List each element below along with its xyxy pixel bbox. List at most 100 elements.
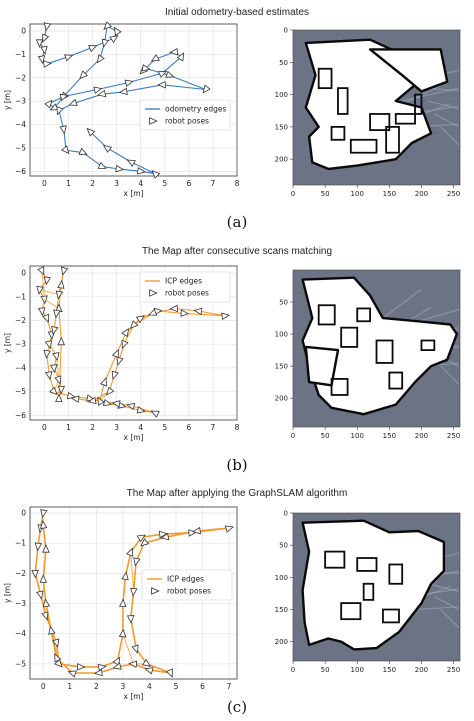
robot-pose-marker	[59, 125, 67, 135]
y-tick-label: −4	[15, 363, 26, 372]
robot-pose-marker	[147, 308, 158, 316]
x-tick-label: 150	[383, 190, 396, 198]
icp-edge	[122, 633, 134, 665]
x-tick-label: 100	[351, 190, 364, 198]
robot-pose-marker	[51, 325, 59, 336]
robot-pose-marker	[79, 70, 89, 80]
robot-pose-marker	[118, 598, 127, 608]
robot-pose-marker	[151, 169, 161, 179]
y-tick-label: −5	[15, 143, 26, 152]
robot-pose-marker	[103, 21, 113, 31]
y-tick-label: 100	[275, 91, 288, 99]
legend-marker-swatch	[149, 289, 158, 297]
x-tick-label: 4	[147, 682, 152, 691]
robot-pose-marker	[37, 55, 46, 65]
robot-pose-marker	[68, 98, 78, 106]
robot-pose-marker	[41, 611, 49, 621]
y-tick-label: −6	[15, 411, 26, 420]
robot-pose-marker	[43, 60, 52, 68]
robot-pose-marker	[157, 80, 166, 89]
robot-pose-marker	[42, 313, 50, 323]
x-tick-label: 0	[291, 190, 295, 198]
robot-pose-marker	[55, 290, 64, 300]
x-tick-label: 50	[321, 432, 330, 440]
y-tick-label: −5	[15, 387, 26, 396]
legend-label: robot poses	[167, 587, 211, 596]
robot-pose-marker	[126, 615, 135, 624]
robot-pose-marker	[51, 638, 60, 648]
x-axis-label: x [m]	[124, 692, 144, 701]
occupancy-map-2: 0 50 100 150 200 250 0 50 100 150 200	[275, 510, 461, 674]
robot-pose-marker	[59, 93, 69, 102]
x-tick-label: 2	[90, 179, 95, 188]
robot-pose-marker	[76, 662, 86, 671]
y-tick-label: 150	[275, 606, 288, 614]
legend-box	[141, 569, 233, 601]
x-tick-label: 2	[94, 682, 99, 691]
robot-pose-marker	[42, 33, 50, 43]
x-tick-label: 6	[200, 682, 205, 691]
obstacle-outline	[317, 304, 336, 326]
robot-pose-marker	[40, 295, 48, 305]
robot-pose-marker	[141, 658, 152, 667]
occupancy-map-1: 0 50 100 150 200 250 50 100 150 200	[275, 269, 461, 440]
trajectory-plot-0: 0 1 2 3 4 5 6 7 8 0 −1 −2 −3 −4 −5 −6 x [m] y [m] odometry…	[3, 21, 240, 198]
robot-pose-marker	[135, 315, 146, 324]
scan-ray	[415, 606, 459, 611]
y-tick-label: 150	[275, 363, 288, 371]
y-tick-label: 0	[284, 510, 288, 518]
robot-pose-marker	[136, 167, 146, 175]
plot-border	[29, 23, 238, 177]
robot-pose-marker	[37, 266, 45, 276]
y-tick-label: −6	[15, 167, 26, 176]
x-tick-label: 5	[162, 423, 167, 432]
robot-pose-marker	[102, 144, 112, 153]
y-tick-label: −2	[15, 73, 26, 82]
y-tick-label: −5	[15, 659, 26, 668]
x-tick-label: 1	[66, 423, 71, 432]
robot-pose-marker	[43, 276, 51, 286]
y-tick-label: 50	[279, 59, 288, 67]
robot-pose-marker	[136, 406, 146, 414]
robot-pose-marker	[53, 309, 61, 319]
scan-ray	[440, 365, 460, 385]
robot-pose-marker	[140, 538, 150, 547]
figure-b-title: The Map after consecutive scans matching	[141, 246, 333, 257]
x-tick-label: 4	[138, 423, 143, 432]
robot-pose-marker	[56, 106, 64, 116]
robot-pose-marker	[118, 87, 128, 96]
x-tick-label: 6	[186, 179, 191, 188]
robot-pose-marker	[49, 386, 58, 396]
robot-pose-marker	[169, 304, 178, 313]
legend-label: ICP edges	[165, 277, 202, 286]
x-tick-label: 3	[114, 423, 119, 432]
obstacle-outline	[369, 113, 391, 132]
y-tick-label: 0	[21, 27, 26, 36]
x-tick-label: 0	[42, 423, 47, 432]
x-tick-label: 200	[415, 190, 428, 198]
obstacle-outline	[394, 113, 416, 125]
robot-pose-marker	[128, 660, 138, 668]
robot-pose-marker	[111, 400, 121, 408]
robot-pose-marker	[39, 519, 48, 529]
obstacle-outline	[330, 125, 346, 141]
scan-ray	[434, 113, 459, 128]
figure-b-label: (b)	[226, 456, 248, 474]
obstacle-outline	[340, 326, 359, 348]
robot-pose-marker	[54, 658, 63, 668]
robot-pose-marker	[49, 364, 58, 374]
robot-pose-marker	[112, 656, 121, 666]
y-tick-label: −1	[15, 50, 26, 59]
robot-pose-marker	[35, 39, 44, 48]
x-tick-label: 250	[447, 432, 460, 440]
scan-ray	[440, 126, 460, 146]
x-tick-label: 250	[447, 666, 460, 674]
x-tick-label: 0	[42, 179, 47, 188]
robot-pose-marker	[57, 279, 65, 289]
obstacle-outline	[349, 138, 378, 154]
robot-pose-marker	[57, 336, 66, 346]
robot-pose-marker	[97, 663, 107, 672]
y-tick-label: −2	[15, 569, 26, 578]
robot-pose-marker	[133, 557, 141, 567]
scan-ray	[427, 583, 459, 593]
